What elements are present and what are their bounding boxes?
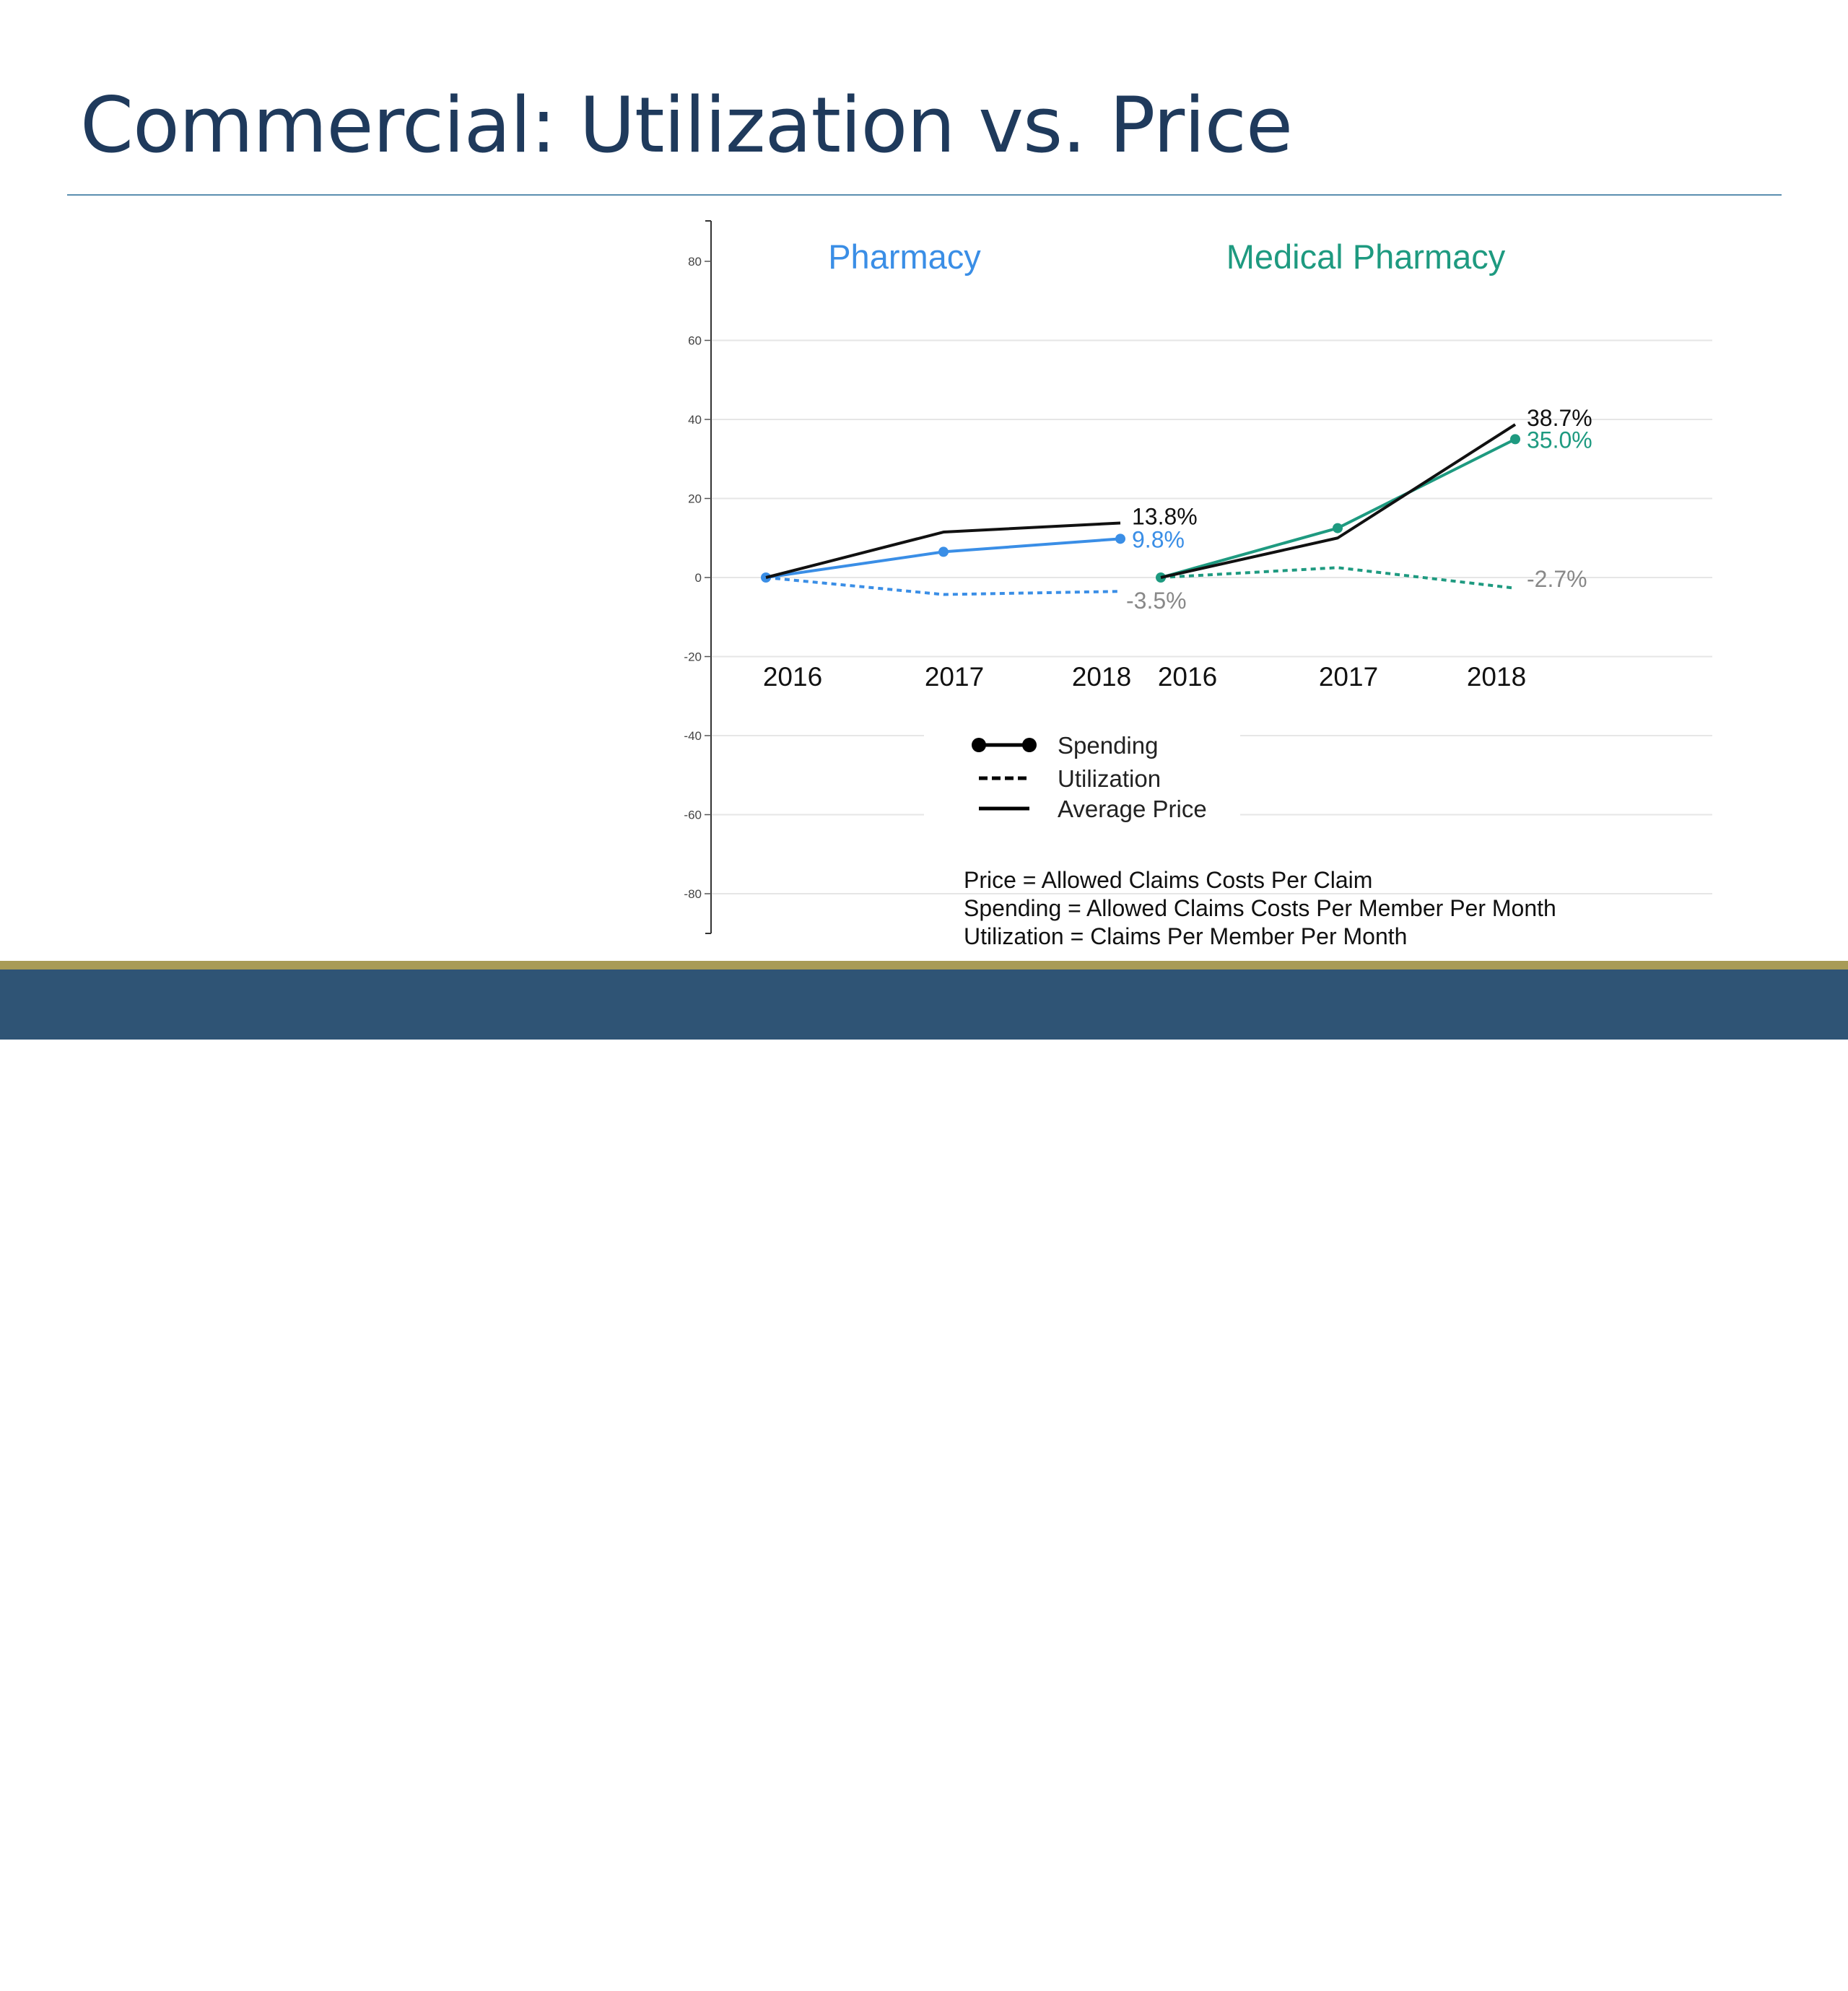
y-tick-label: 40 [688,413,702,427]
x-tick-label: 2018 [1072,662,1131,692]
series-line-utilization [1160,566,1516,590]
y-tick-label: 60 [688,334,702,348]
series-lines [761,423,1520,596]
footer-accent-stripe [0,961,1848,970]
legend-label: Utilization [1058,765,1161,792]
series-line-utilization [765,576,1121,596]
data-label: 13.8% [1132,503,1198,529]
data-label: 9.8% [1132,526,1185,552]
definition-note: Spending = Allowed Claims Costs Per Memb… [964,895,1556,921]
legend-label: Spending [1058,732,1158,759]
data-point [938,546,949,557]
x-axis-labels: 2016 2017 2018 2016 2017 2018 [763,662,1526,692]
y-axis: 80 60 40 20 0 -20 -40 -60 -80 [684,220,712,934]
series-line-average-price [765,521,1121,579]
definition-notes: Price = Allowed Claims Costs Per ClaimSp… [964,867,1556,949]
y-tick-label: 20 [688,492,702,506]
data-point [1333,523,1343,533]
y-tick-label: -40 [684,729,702,743]
y-tick-label: 0 [695,571,702,585]
data-label: 35.0% [1527,427,1592,453]
y-tick-label: -60 [684,809,702,822]
x-tick-label: 2016 [1158,662,1217,692]
data-label: 38.7% [1527,405,1592,431]
page-number: 18 [1655,1963,1686,1991]
title-divider [67,194,1782,196]
panel-title: Medical Pharmacy [1226,238,1506,276]
panel-title: Pharmacy [828,238,981,276]
data-point [1510,434,1520,445]
y-tick-label: 80 [688,255,702,269]
end-labels: 9.8% -3.5% 13.8% 35.0% -2.7% 38.7% [1126,405,1592,614]
legend: Spending Utilization Average Price [972,732,1207,822]
definition-note: Utilization = Claims Per Member Per Mont… [964,923,1407,949]
series-line-spending [765,537,1121,579]
data-label: -2.7% [1527,566,1587,592]
x-tick-label: 2017 [1319,662,1378,692]
x-tick-label: 2018 [1467,662,1526,692]
y-tick-label: -20 [684,650,702,664]
y-tick-label: -80 [684,887,702,901]
gridlines [711,339,1712,894]
series-line-average-price [1160,423,1517,579]
legend-swatch-dot [1022,738,1037,752]
legend-swatch-dot [972,738,986,752]
footer-bar: 18 [0,970,1848,1991]
data-label: -3.5% [1126,588,1187,614]
slide-title: Commercial: Utilization vs. Price [80,81,1293,170]
x-tick-label: 2016 [763,662,822,692]
x-tick-label: 2017 [925,662,984,692]
legend-label: Average Price [1058,796,1207,822]
utilization-price-chart: 80 60 40 20 0 -20 -40 -60 -80 Pharmacy Medical Ph… [684,220,1712,949]
panel-titles: Pharmacy Medical Pharmacy [828,238,1506,276]
data-point [1115,533,1125,544]
definition-note: Price = Allowed Claims Costs Per Claim [964,867,1372,893]
